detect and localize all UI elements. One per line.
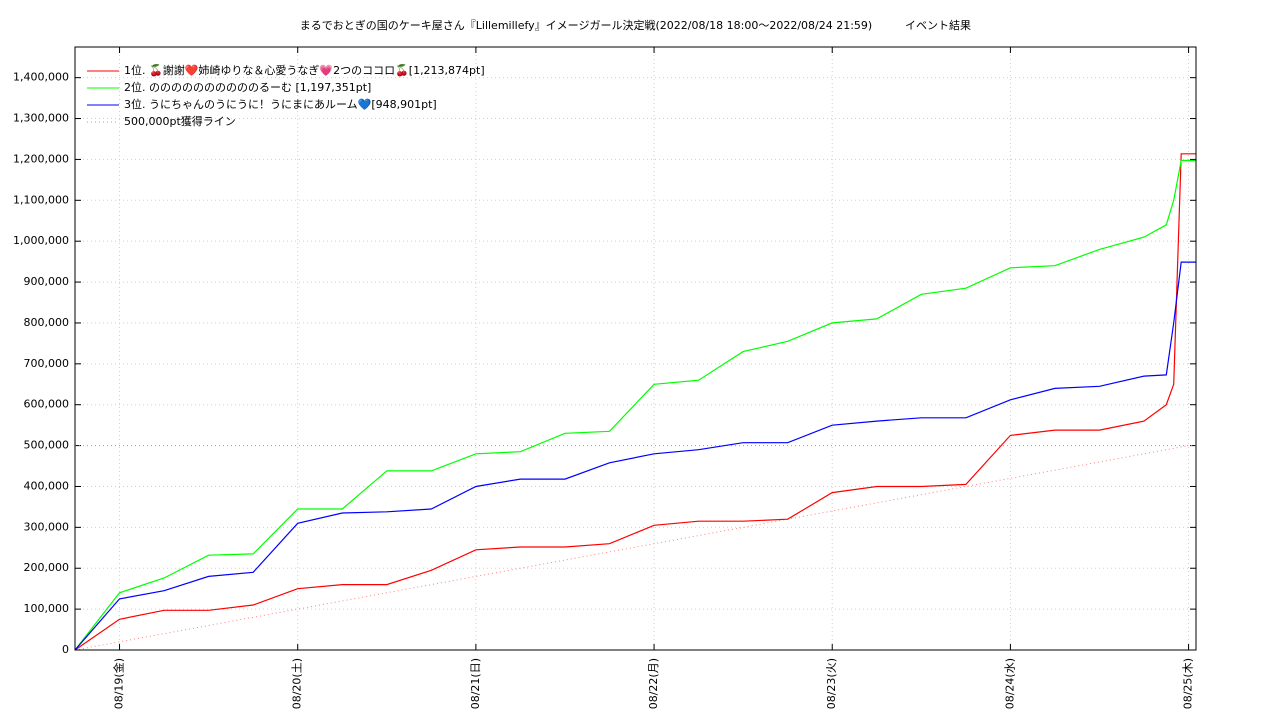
- plot-border: [74, 46, 1197, 651]
- y-tick-label: 1,000,000: [13, 234, 69, 247]
- y-tick-label: 1,300,000: [13, 112, 69, 125]
- x-tick-label: 08/22(月): [647, 658, 660, 709]
- series-line: [74, 159, 1196, 651]
- y-tick-label: 300,000: [24, 520, 70, 533]
- y-tick-label: 800,000: [24, 316, 70, 329]
- y-tick-label: 600,000: [24, 398, 70, 411]
- legend-label: 1位. 🍒謝謝❤️姉崎ゆりな＆心愛うなぎ💗2つのココロ🍒[1,213,874pt…: [124, 63, 485, 77]
- y-tick-label: 200,000: [24, 561, 70, 574]
- series-line: [74, 261, 1196, 651]
- legend-label: 500,000pt獲得ライン: [124, 115, 236, 128]
- x-tick-label: 08/24(水): [1003, 658, 1016, 709]
- chart-subtitle: イベント結果: [905, 18, 971, 32]
- y-tick-label: 500,000: [24, 439, 70, 452]
- x-tick-label: 08/20(土): [291, 658, 304, 709]
- y-tick-label: 1,400,000: [13, 71, 69, 84]
- legend-label: 2位. ののののののののののるーむ [1,197,351pt]: [124, 80, 371, 94]
- y-tick-label: 900,000: [24, 275, 70, 288]
- y-tick-label: 0: [62, 643, 69, 656]
- y-tick-label: 100,000: [24, 602, 70, 615]
- y-tick-label: 1,200,000: [13, 152, 69, 165]
- y-tick-label: 400,000: [24, 479, 70, 492]
- reference-line: [74, 445, 1189, 651]
- legend-label: 3位. うにちゃんのうにうに！うにまにあルーム💙[948,901pt]: [124, 97, 437, 111]
- chart-title: まるでおとぎの国のケーキ屋さん『Lillemillefy』イメージガール決定戦(…: [300, 18, 872, 32]
- series-line: [74, 153, 1196, 651]
- y-tick-label: 1,100,000: [13, 193, 69, 206]
- x-tick-label: 08/23(火): [825, 658, 838, 709]
- y-tick-label: 700,000: [24, 357, 70, 370]
- x-tick-label: 08/25(木): [1182, 658, 1195, 709]
- x-tick-label: 08/21(日): [469, 658, 482, 709]
- x-tick-label: 08/19(金): [112, 658, 126, 709]
